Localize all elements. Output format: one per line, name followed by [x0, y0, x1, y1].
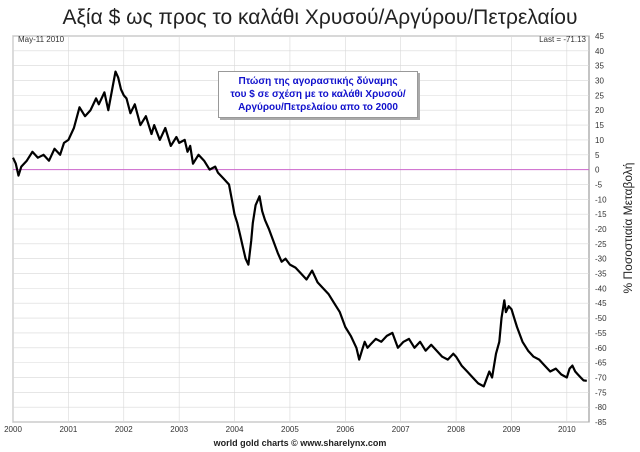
y-tick-label: -45: [595, 299, 607, 308]
date-label: May-11 2010: [18, 35, 65, 44]
x-tick-label: 2006: [336, 425, 354, 434]
x-tick-label: 2001: [59, 425, 77, 434]
series-line: [12, 70, 587, 388]
x-axis-ticks: 2000 2001 2002 2003 2004 2005 2006 2007 2008 2009…: [4, 425, 576, 434]
y-tick-label: -60: [595, 344, 607, 353]
y-tick-label: -50: [595, 314, 607, 323]
y-tick-label: -20: [595, 225, 607, 234]
y-tick-label: 0: [595, 166, 600, 175]
y-tick-label: -30: [595, 255, 607, 264]
y-tick-label: 45: [595, 32, 604, 41]
y-tick-label: 35: [595, 62, 604, 71]
y-axis-label: % Ποσοστιαία Μεταβολή: [621, 162, 635, 294]
x-tick-label: 2004: [226, 425, 244, 434]
y-tick-label: -40: [595, 284, 607, 293]
y-tick-label: 15: [595, 121, 604, 130]
y-tick-label: -65: [595, 359, 607, 368]
x-tick-label: 2007: [392, 425, 410, 434]
annotation-line-1: Πτώση της αγοραστικής δύναμης: [238, 76, 398, 87]
y-tick-label: 20: [595, 106, 604, 115]
y-tick-label: -75: [595, 388, 607, 397]
y-axis-ticks: 45 40 35 30 25 20 15 10 5 0 -5 -10 -15 -20 -25 -30 -35 -4…: [595, 32, 607, 427]
y-tick-label: 40: [595, 47, 604, 56]
x-tick-label: 2008: [447, 425, 465, 434]
y-tick-label: 30: [595, 77, 604, 86]
y-tick-label: -70: [595, 373, 607, 382]
y-tick-label: 25: [595, 91, 604, 100]
annotation-line-2: του $ σε σχέση με το καλάθι Χρυσού/: [230, 89, 406, 100]
annotation-line-3: Αργύρου/Πετρελαίου απο το 2000: [238, 102, 398, 113]
x-tick-label: 2009: [503, 425, 521, 434]
x-tick-label: 2003: [170, 425, 188, 434]
y-tick-label: 5: [595, 151, 600, 160]
y-tick-label: -35: [595, 270, 607, 279]
y-tick-label: -80: [595, 403, 607, 412]
x-tick-label: 2002: [115, 425, 133, 434]
source-credit: world gold charts © www.sharelynx.com: [213, 438, 387, 448]
annotation-box: Πτώση της αγοραστικής δύναμης του $ σε σ…: [218, 71, 418, 118]
y-tick-label: -85: [595, 418, 607, 427]
x-tick-label: 2010: [558, 425, 576, 434]
x-tick-label: 2005: [281, 425, 299, 434]
y-tick-label: 10: [595, 136, 604, 145]
x-tick-label: 2000: [4, 425, 22, 434]
y-tick-label: -5: [595, 180, 603, 189]
y-tick-label: -15: [595, 210, 607, 219]
chart-title: Αξία $ ως προς το καλάθι Χρυσού/Αργύρου/…: [62, 6, 578, 29]
y-tick-label: -10: [595, 195, 607, 204]
y-tick-label: -25: [595, 240, 607, 249]
y-tick-label: -55: [595, 329, 607, 338]
last-value-label: Last = -71.13: [539, 35, 586, 44]
